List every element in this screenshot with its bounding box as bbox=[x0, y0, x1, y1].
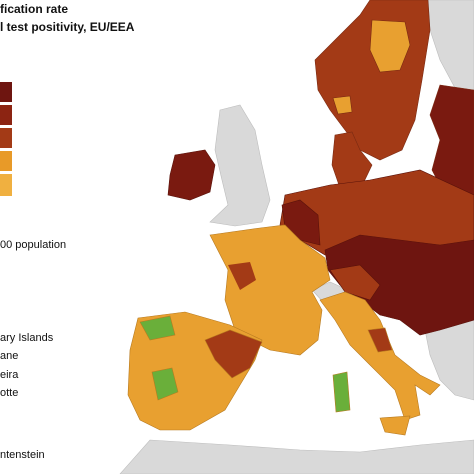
france bbox=[209, 224, 331, 356]
region-label: otte bbox=[0, 387, 18, 399]
non-eu-land bbox=[119, 0, 474, 474]
region-label: eira bbox=[0, 369, 19, 381]
region-label: ary Islands bbox=[0, 332, 54, 344]
central-europe bbox=[279, 169, 474, 336]
legend-title: l test positivity, EU/EEA bbox=[0, 20, 135, 34]
legend-swatch bbox=[0, 105, 12, 125]
ireland bbox=[167, 149, 216, 201]
legend-swatch bbox=[0, 82, 12, 102]
legend: fication rate l test positivity, EU/EEA … bbox=[0, 2, 135, 461]
scandinavia bbox=[314, 0, 474, 201]
legend-swatch bbox=[0, 174, 12, 196]
region-label: ane bbox=[0, 350, 18, 362]
population-note: 00 population bbox=[0, 239, 66, 251]
region-label: ntenstein bbox=[0, 449, 45, 461]
legend-title: fication rate bbox=[0, 2, 68, 16]
denmark bbox=[331, 131, 373, 191]
iberia bbox=[127, 311, 263, 431]
france-region bbox=[228, 262, 256, 290]
legend-swatch bbox=[0, 128, 12, 148]
legend-swatch bbox=[0, 151, 12, 171]
italy bbox=[319, 291, 441, 436]
